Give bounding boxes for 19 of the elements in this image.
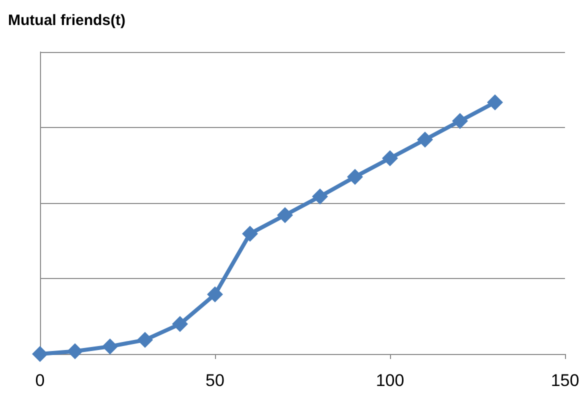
x-tick-label: 100 bbox=[376, 371, 404, 390]
point bbox=[172, 316, 188, 332]
point bbox=[487, 94, 503, 110]
point bbox=[137, 332, 153, 348]
x-tick-label: 0 bbox=[35, 371, 45, 390]
point bbox=[32, 346, 48, 362]
point bbox=[312, 188, 328, 204]
point bbox=[277, 207, 293, 224]
point bbox=[207, 286, 223, 302]
point bbox=[67, 343, 83, 360]
x-tick-label: 50 bbox=[206, 371, 224, 390]
point bbox=[347, 168, 363, 185]
x-tick-label: 150 bbox=[550, 371, 580, 390]
point bbox=[382, 150, 398, 166]
point bbox=[417, 132, 433, 148]
point bbox=[242, 226, 258, 242]
point bbox=[452, 112, 468, 129]
point bbox=[102, 338, 118, 354]
chart-title: Mutual friends(t) bbox=[8, 12, 126, 29]
